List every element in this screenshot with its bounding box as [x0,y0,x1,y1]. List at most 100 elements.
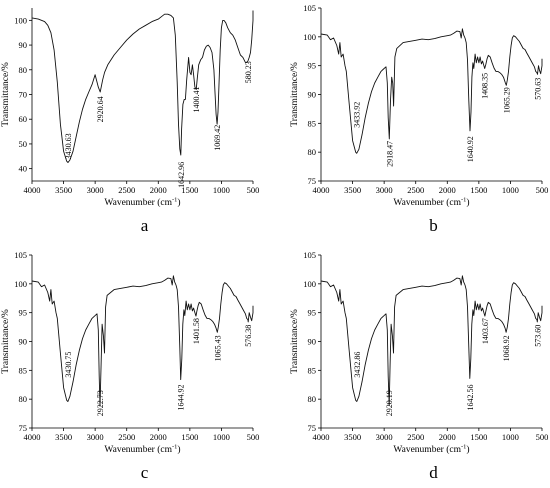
x-tick-label: 2500 [118,432,135,442]
y-tick-label: 100 [14,279,27,289]
spectrum-line [31,10,254,163]
x-axis-label: Wavenumber (cm-1) [104,197,180,209]
x-tick-label: 2000 [439,432,456,442]
x-tick-label: 3000 [376,432,393,442]
x-axis-label: Wavenumber (cm-1) [104,444,180,456]
spectrum-line [31,275,254,407]
y-tick-label: 90 [19,337,28,347]
y-tick-label: 105 [14,250,27,260]
x-tick-label: 2500 [118,185,135,195]
y-axis-label: Transmittance/% [1,62,11,127]
x-tick-label: 2500 [407,432,424,442]
peak-label: 2918.47 [385,141,394,167]
peak-label: 3432.86 [353,352,362,378]
x-tick-label: 2000 [439,185,456,195]
x-tick-label: 1000 [213,185,230,195]
peak-label: 1642.56 [466,384,475,410]
x-axis-label: Wavenumber (cm-1) [393,444,469,456]
x-tick-label: 4000 [24,432,41,442]
peak-label: 3430.63 [64,133,73,159]
x-tick-label: 3500 [55,185,72,195]
x-tick-label: 3000 [376,185,393,195]
peak-label: 1068.92 [502,335,511,361]
y-tick-label: 75 [308,176,317,186]
peak-label: 1408.35 [481,73,490,99]
peak-label: 3430.75 [64,352,73,378]
peak-label: 1403.67 [481,318,490,344]
x-tick-label: 2000 [150,432,167,442]
y-axis-label: Transmittance/% [290,309,300,374]
y-tick-label: 80 [19,394,28,404]
y-tick-label: 85 [308,365,317,375]
y-tick-label: 50 [19,139,28,149]
peak-label: 570.63 [534,78,543,100]
y-tick-label: 85 [308,118,317,128]
peak-label: 2922.73 [96,390,105,416]
x-tick-label: 3500 [344,185,361,195]
x-tick-label: 1500 [470,185,487,195]
panel-letter: b [429,216,438,235]
panel-a: 4000 3500 3000 2500 2000 1500 1000 500 40 50 60 70 8… [1,8,259,235]
y-axis-label: Transmittance/% [290,62,300,127]
y-tick-label: 80 [308,147,317,157]
peak-label: 1401.58 [192,318,201,344]
y-tick-label: 95 [308,61,317,71]
spectrum-line [320,28,543,154]
y-tick-label: 80 [19,65,28,75]
panel-letter: a [141,216,149,235]
x-tick-label: 500 [536,432,549,442]
x-tick-label: 1000 [502,432,519,442]
panel-b: 4000 3500 3000 2500 2000 1500 1000 500 75 80 85 90 9… [290,3,548,235]
panel-d: 4000 3500 3000 2500 2000 1500 1000 500 75 80 85 90 9… [290,250,548,482]
x-tick-label: 500 [247,185,260,195]
y-tick-label: 70 [19,90,28,100]
peak-label: 1069.42 [213,125,222,151]
y-tick-label: 85 [19,365,28,375]
peak-label: 1065.43 [213,335,222,361]
y-tick-label: 60 [19,114,28,124]
panel-letter: d [429,463,438,482]
x-tick-label: 1500 [181,185,198,195]
x-tick-label: 3000 [87,432,104,442]
x-tick-label: 500 [247,432,260,442]
y-tick-label: 90 [19,40,28,50]
x-tick-label: 4000 [313,185,330,195]
peak-label: 2920.64 [96,96,105,122]
x-tick-label: 1000 [502,185,519,195]
y-axis-label: Transmittance/% [1,309,11,374]
x-tick-label: 1500 [181,432,198,442]
peak-label: 580.23 [244,61,253,83]
x-tick-label: 4000 [24,185,41,195]
y-tick-label: 95 [308,308,317,318]
y-tick-label: 105 [303,3,316,13]
y-tick-label: 75 [308,423,317,433]
y-tick-label: 40 [19,164,28,174]
peak-label: 1644.92 [177,384,186,410]
x-tick-label: 2000 [150,185,167,195]
x-tick-label: 1000 [213,432,230,442]
peak-label: 573.60 [533,325,542,347]
panel-c: 4000 3500 3000 2500 2000 1500 1000 500 75 80 85 90 9… [1,250,259,482]
peak-label: 2920.19 [385,390,394,416]
peak-label: 1065.29 [502,87,511,113]
peak-label: 1642.96 [177,162,186,188]
x-tick-label: 2500 [407,185,424,195]
x-tick-label: 4000 [313,432,330,442]
y-tick-label: 100 [303,32,316,42]
y-tick-label: 75 [19,423,28,433]
x-tick-label: 1500 [470,432,487,442]
spectrum-line [320,275,543,406]
y-tick-label: 90 [308,90,317,100]
x-tick-label: 3500 [344,432,361,442]
peak-label: 576.38 [244,325,253,347]
x-tick-label: 500 [536,185,549,195]
x-tick-label: 3000 [87,185,104,195]
peak-label: 1400.41 [192,86,201,112]
y-tick-label: 100 [14,15,27,25]
y-tick-label: 80 [308,394,317,404]
peak-label: 1640.92 [466,136,475,162]
y-tick-label: 90 [308,337,317,347]
peak-label: 3433.92 [353,102,362,128]
y-tick-label: 105 [303,250,316,260]
